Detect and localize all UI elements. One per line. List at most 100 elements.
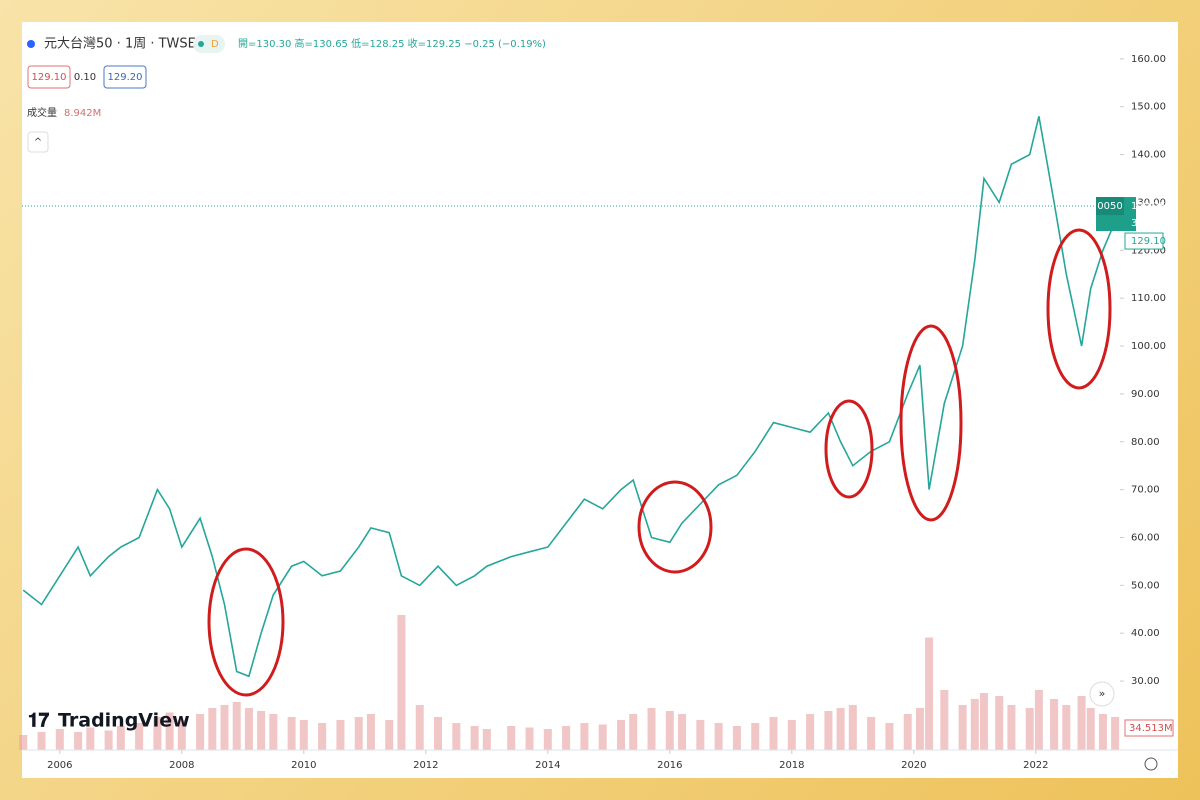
- volume-bar: [482, 729, 491, 750]
- circle: [207, 547, 285, 697]
- volume-bar: [617, 720, 626, 750]
- volume-bar: [165, 712, 174, 750]
- scroll-button[interactable]: [1089, 681, 1115, 707]
- volume-bar: [208, 708, 217, 750]
- y-tick-label: 100.00: [1131, 341, 1166, 352]
- panel: [22, 22, 1178, 778]
- collapse-icon: ^: [34, 137, 42, 148]
- symbol: 元大台灣50 · 1周 · TWSE: [44, 37, 196, 52]
- volume-bar: [940, 690, 949, 750]
- y-tick-label: 50.00: [1131, 580, 1160, 591]
- volume-bar: [824, 711, 833, 750]
- x-tick-label: 2020: [901, 760, 926, 771]
- volume-bar: [397, 615, 406, 750]
- volume-title: 成交量: [27, 106, 57, 119]
- volume-bar: [1050, 699, 1059, 750]
- settings-icon[interactable]: [1144, 757, 1158, 771]
- annotations: [207, 228, 1112, 697]
- y-tick-label: 140.00: [1131, 150, 1166, 161]
- volume-bar: [1062, 705, 1071, 750]
- volume-bar: [257, 711, 266, 750]
- volume-bar: [299, 720, 308, 750]
- volume-bar: [525, 727, 534, 750]
- x-tick-label: 2006: [47, 760, 72, 771]
- volume-bar: [1098, 714, 1107, 750]
- volume-bar: [336, 720, 345, 750]
- volume-bar: [1111, 717, 1120, 750]
- volume-bar: [55, 729, 64, 750]
- volume-bar: [732, 726, 741, 750]
- spread: 0.10: [74, 72, 96, 83]
- circle: [637, 480, 713, 574]
- badge: D: [211, 39, 219, 50]
- volume-bar: [177, 720, 186, 750]
- volume-bar: [74, 732, 83, 750]
- x-tick-label: 2010: [291, 760, 316, 771]
- volume-bar: [269, 714, 278, 750]
- volume-bar: [915, 708, 924, 750]
- volume-bar: [135, 723, 144, 750]
- volume-bar: [647, 708, 656, 750]
- volume-bar: [86, 727, 95, 750]
- volume-bar: [244, 708, 253, 750]
- volume-bar: [848, 705, 857, 750]
- x-tick-label: 2022: [1023, 760, 1048, 771]
- badge-bg: [193, 35, 225, 53]
- volume-bar: [678, 714, 687, 750]
- ohlc: 開=130.30 高=130.65 低=128.25 收=129.25 −0.2…: [238, 37, 546, 50]
- y-tick-label: 30.00: [1131, 676, 1160, 687]
- volume-bar: [885, 723, 894, 750]
- volume-bar: [1007, 705, 1016, 750]
- y-tick-label: 70.00: [1131, 485, 1160, 496]
- bid: 129.10: [32, 72, 67, 83]
- volume-bar: [562, 726, 571, 750]
- x-tick-label: 2008: [169, 760, 194, 771]
- volume-value: 8.942M: [64, 108, 101, 119]
- status-dot: [198, 41, 204, 47]
- volume-bar: [598, 724, 607, 750]
- scroll-icon: »: [1099, 687, 1106, 700]
- collapse-button[interactable]: [27, 131, 49, 153]
- volume-bar: [970, 699, 979, 750]
- last-price-tag: [1096, 197, 1124, 216]
- circle: [1046, 228, 1112, 390]
- ask-box[interactable]: [103, 65, 147, 89]
- volume-bar: [153, 717, 162, 750]
- x-tick-label: 2014: [535, 760, 560, 771]
- volume-bar: [287, 717, 296, 750]
- bid-box[interactable]: [27, 65, 71, 89]
- volume-bar: [1034, 690, 1043, 750]
- volume-bar: [415, 705, 424, 750]
- ask: 129.20: [108, 72, 143, 83]
- volume-bar: [385, 720, 394, 750]
- volume-bar: [751, 723, 760, 750]
- brand: TradingView: [58, 710, 190, 732]
- volume-bar: [714, 723, 723, 750]
- y-tick-label: 80.00: [1131, 437, 1160, 448]
- volume-bar: [104, 730, 113, 750]
- volume-bar: [354, 717, 363, 750]
- last-price-symbol: 0050: [1097, 201, 1122, 212]
- y-tick-label: 150.00: [1131, 102, 1166, 113]
- volume-bar: [434, 717, 443, 750]
- y-tick-label: 60.00: [1131, 532, 1160, 543]
- volume-bar: [995, 696, 1004, 750]
- volume-bar: [629, 714, 638, 750]
- volume-bar: [220, 705, 229, 750]
- volume-bar: [19, 735, 28, 750]
- last-price-label: 129.25: [1131, 201, 1166, 212]
- volume-bar: [196, 714, 205, 750]
- circle: [824, 399, 874, 499]
- brand-logo: 𝟏𝟕: [28, 710, 50, 732]
- volume-bar: [1025, 708, 1034, 750]
- x-tick-label: 2018: [779, 760, 804, 771]
- volume-tag-label: 34.513M: [1129, 723, 1173, 734]
- countdown: 3d 6h: [1131, 218, 1160, 229]
- volume-bar: [318, 723, 327, 750]
- y-tick-label: 90.00: [1131, 389, 1160, 400]
- y-tick-label: 160.00: [1131, 54, 1166, 65]
- bid-tag: [1124, 232, 1164, 250]
- y-tick-label: 120.00: [1131, 245, 1166, 256]
- volume-bar: [452, 723, 461, 750]
